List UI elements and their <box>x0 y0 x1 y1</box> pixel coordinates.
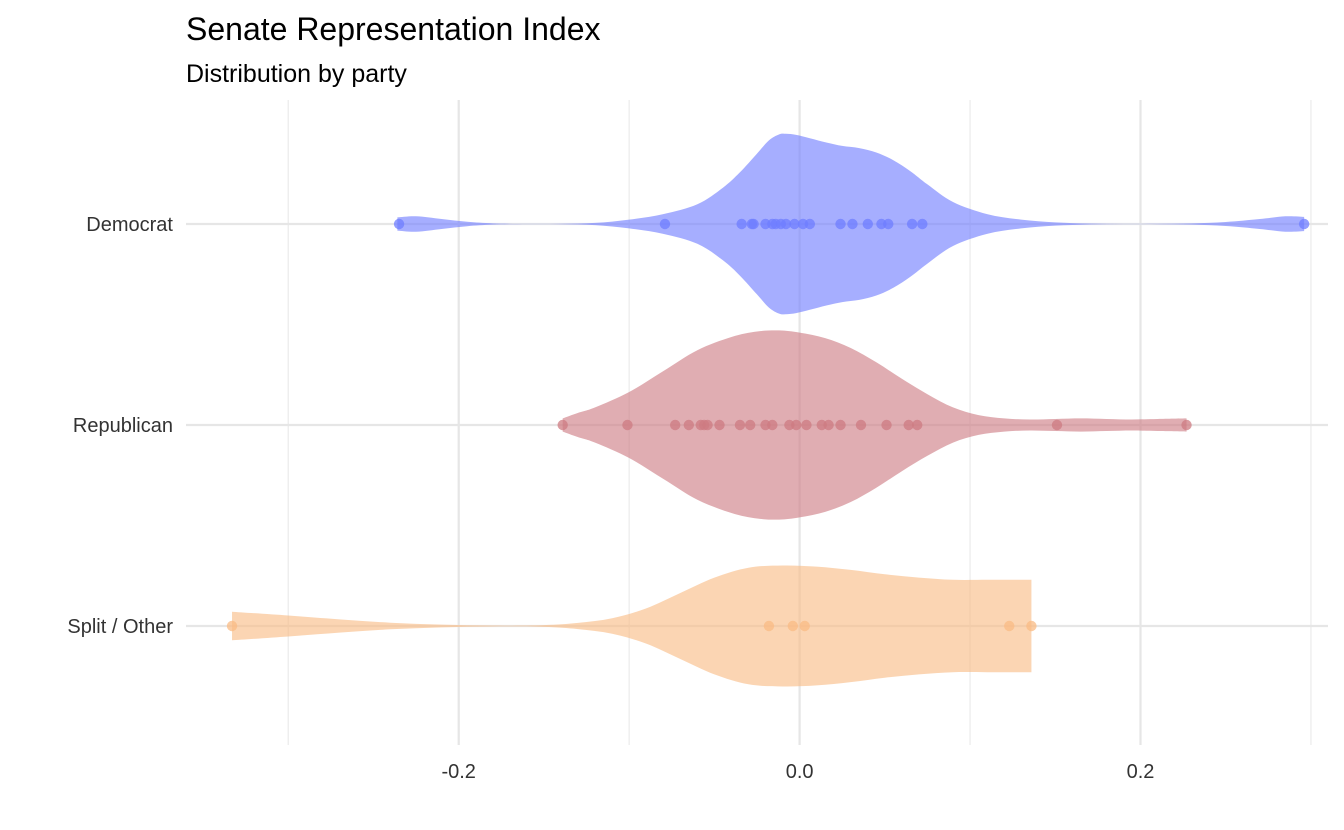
point-layer <box>226 218 1310 632</box>
data-point <box>393 218 405 230</box>
data-point <box>714 419 725 431</box>
chart-subtitle: Distribution by party <box>186 60 407 88</box>
data-point <box>1298 218 1310 230</box>
data-point <box>903 419 914 431</box>
data-point <box>883 218 894 230</box>
data-point <box>906 218 918 230</box>
data-point <box>789 218 800 230</box>
data-point <box>1004 620 1015 632</box>
data-point <box>1181 419 1192 431</box>
x-tick-label: -0.2 <box>441 761 475 783</box>
data-point <box>799 620 810 632</box>
data-point <box>702 419 713 431</box>
data-point <box>669 419 681 431</box>
x-tick-label: 0.0 <box>786 761 814 783</box>
data-point <box>683 419 695 431</box>
data-point <box>734 419 746 431</box>
data-point <box>801 419 812 431</box>
data-point <box>787 620 798 632</box>
data-point <box>855 419 867 431</box>
violin-layer <box>232 133 1305 687</box>
category-label: Split / Other <box>67 616 173 638</box>
violin-split-other <box>232 565 1032 687</box>
data-point <box>226 620 238 632</box>
label-layer: -0.2 0.0 0.2 Democrat Republican Split / Othe… <box>67 214 1154 783</box>
data-point <box>744 419 756 431</box>
data-point <box>1026 620 1037 632</box>
chart-title: Senate Representation Index <box>186 11 601 47</box>
data-point <box>881 419 892 431</box>
data-point <box>917 218 928 230</box>
x-tick-label: 0.2 <box>1127 761 1155 783</box>
data-point <box>847 218 858 230</box>
data-point <box>835 419 846 431</box>
data-point <box>780 218 792 230</box>
data-point <box>622 419 633 431</box>
data-point <box>557 419 568 431</box>
data-point <box>736 218 747 230</box>
data-point <box>1051 419 1063 431</box>
category-label: Republican <box>73 415 173 437</box>
data-point <box>804 218 816 230</box>
data-point <box>823 419 834 431</box>
data-point <box>791 419 802 431</box>
data-point <box>748 218 759 230</box>
data-point <box>659 218 671 230</box>
data-point <box>835 218 846 230</box>
category-label: Democrat <box>86 214 173 236</box>
data-point <box>912 419 923 431</box>
data-point <box>767 419 778 431</box>
data-point <box>862 218 873 230</box>
violin-republican <box>562 330 1187 520</box>
data-point <box>763 620 775 632</box>
